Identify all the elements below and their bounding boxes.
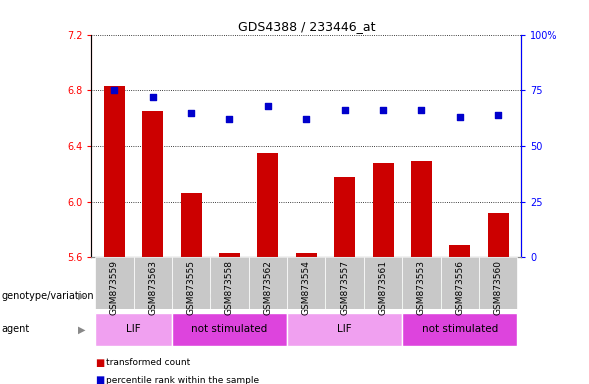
Bar <box>296 253 317 384</box>
Bar <box>372 162 393 384</box>
Point <box>340 107 349 113</box>
Point <box>186 109 196 116</box>
Bar <box>104 86 125 384</box>
Bar <box>95 313 172 346</box>
Bar <box>257 153 279 384</box>
Text: not stimulated: not stimulated <box>422 324 498 334</box>
Title: GDS4388 / 233446_at: GDS4388 / 233446_at <box>237 20 375 33</box>
Bar <box>287 313 402 346</box>
Bar <box>334 177 355 384</box>
Bar <box>449 245 471 384</box>
Bar <box>142 111 163 384</box>
Bar <box>134 257 172 309</box>
Bar <box>402 257 441 309</box>
Point <box>494 112 503 118</box>
Bar <box>287 282 517 309</box>
Bar <box>210 257 249 309</box>
Text: GSM873558: GSM873558 <box>225 260 234 315</box>
Text: GSM873553: GSM873553 <box>417 260 426 315</box>
Bar <box>364 257 402 309</box>
Point <box>378 107 388 113</box>
Text: SIN3A knockdown: SIN3A knockdown <box>144 291 238 301</box>
Bar <box>181 193 201 384</box>
Text: ▶: ▶ <box>78 291 85 301</box>
Bar <box>441 257 479 309</box>
Bar <box>488 213 509 384</box>
Point <box>455 114 465 120</box>
Bar <box>95 257 134 309</box>
Bar <box>172 257 210 309</box>
Text: control: control <box>384 291 421 301</box>
Text: ▶: ▶ <box>78 324 85 334</box>
Text: LIF: LIF <box>126 324 141 334</box>
Bar <box>326 257 364 309</box>
Text: GSM873557: GSM873557 <box>340 260 349 315</box>
Bar <box>219 253 240 384</box>
Text: genotype/variation: genotype/variation <box>1 291 94 301</box>
Text: agent: agent <box>1 324 29 334</box>
Text: GSM873554: GSM873554 <box>302 260 311 315</box>
Bar <box>402 313 517 346</box>
Text: GSM873562: GSM873562 <box>263 260 272 315</box>
Text: GSM873556: GSM873556 <box>455 260 464 315</box>
Point <box>148 94 157 100</box>
Text: transformed count: transformed count <box>106 358 190 367</box>
Bar <box>411 161 432 384</box>
Point <box>110 87 119 93</box>
Bar <box>287 257 326 309</box>
Bar <box>172 313 287 346</box>
Text: not stimulated: not stimulated <box>191 324 267 334</box>
Text: LIF: LIF <box>337 324 352 334</box>
Text: GSM873560: GSM873560 <box>494 260 503 315</box>
Bar <box>95 282 287 309</box>
Text: percentile rank within the sample: percentile rank within the sample <box>106 376 259 384</box>
Text: GSM873561: GSM873561 <box>379 260 388 315</box>
Text: ■: ■ <box>95 375 105 384</box>
Bar <box>479 257 517 309</box>
Point <box>225 116 234 122</box>
Text: GSM873563: GSM873563 <box>148 260 157 315</box>
Point <box>417 107 426 113</box>
Bar <box>249 257 287 309</box>
Point <box>263 103 273 109</box>
Text: GSM873555: GSM873555 <box>187 260 196 315</box>
Text: ■: ■ <box>95 358 105 368</box>
Text: GSM873559: GSM873559 <box>110 260 119 315</box>
Point <box>302 116 311 122</box>
